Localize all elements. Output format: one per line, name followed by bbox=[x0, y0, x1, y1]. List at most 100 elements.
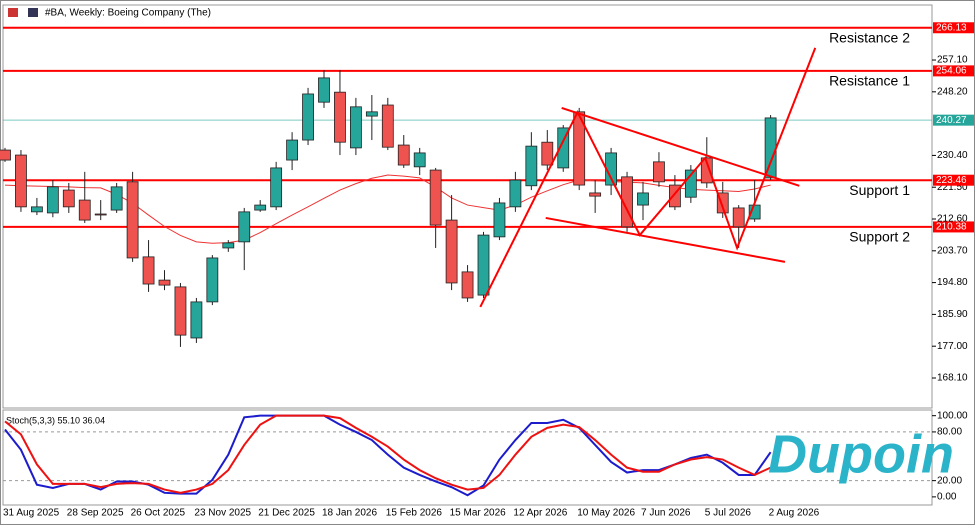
candle-body bbox=[637, 192, 649, 206]
level-value: 266.13 bbox=[936, 22, 967, 33]
candle-body bbox=[525, 145, 538, 187]
candle-body bbox=[509, 179, 522, 208]
candle-body bbox=[653, 161, 665, 183]
candle-body bbox=[78, 199, 91, 221]
level-box bbox=[933, 65, 974, 77]
candle-body bbox=[110, 186, 123, 211]
x-tick-label: 2 Aug 2026 bbox=[769, 508, 820, 519]
candle-body bbox=[158, 279, 171, 286]
x-tick-label: 28 Sep 2025 bbox=[67, 508, 124, 519]
y-tick-label: 194.80 bbox=[937, 277, 968, 288]
x-tick-label: 15 Mar 2026 bbox=[450, 508, 507, 519]
candle-body bbox=[126, 181, 139, 259]
icon bbox=[28, 8, 38, 17]
level-name: Resistance 1 bbox=[829, 73, 910, 89]
candle-body bbox=[716, 192, 729, 214]
candle-body bbox=[349, 106, 362, 149]
candle-body bbox=[541, 141, 554, 166]
candle-body bbox=[286, 139, 299, 161]
candle-body bbox=[557, 127, 570, 169]
candle-body bbox=[700, 157, 713, 184]
y-tick-label: 230.40 bbox=[937, 150, 968, 161]
candle-body bbox=[254, 204, 267, 211]
candle-body bbox=[429, 169, 442, 226]
candle-body bbox=[142, 256, 155, 285]
y-tick-label: 248.20 bbox=[937, 86, 968, 97]
candle-body bbox=[381, 104, 394, 148]
candle-body bbox=[397, 144, 410, 166]
y-tick-label: 221.50 bbox=[937, 182, 968, 193]
candle-body bbox=[365, 111, 378, 117]
candle-body bbox=[413, 152, 426, 168]
toolbar-icons bbox=[8, 8, 38, 17]
y-tick-label: 168.10 bbox=[937, 373, 968, 384]
candle-body bbox=[270, 167, 283, 208]
y-tick-label: 177.00 bbox=[937, 341, 968, 352]
candle-body bbox=[62, 189, 75, 208]
x-tick-label: 31 Aug 2025 bbox=[3, 508, 60, 519]
y-tick-label: 203.70 bbox=[937, 245, 968, 256]
candle-body bbox=[621, 176, 633, 228]
stoch-title: Stoch(5,3,3) 55.10 36.04 bbox=[6, 415, 105, 425]
candle-body bbox=[445, 219, 458, 284]
candle-body bbox=[461, 271, 474, 299]
candle-body bbox=[732, 207, 745, 228]
x-tick-label: 12 Apr 2026 bbox=[513, 508, 567, 519]
level-box bbox=[933, 22, 974, 34]
candle-body bbox=[493, 202, 506, 238]
candle-body bbox=[94, 213, 107, 216]
candle-body bbox=[190, 301, 203, 339]
candle-body bbox=[46, 186, 59, 214]
icon bbox=[8, 8, 18, 17]
level-box bbox=[933, 114, 974, 126]
candle-body bbox=[318, 77, 330, 103]
level-name: Resistance 2 bbox=[829, 29, 910, 45]
candle-body bbox=[238, 211, 251, 243]
candle-body bbox=[302, 93, 314, 141]
trendline bbox=[561, 106, 800, 187]
y-tick-label: 80.00 bbox=[937, 427, 962, 438]
x-tick-label: 7 Jun 2026 bbox=[641, 508, 691, 519]
level-value: 223.46 bbox=[936, 175, 967, 186]
candle-body bbox=[222, 242, 235, 249]
candle-body bbox=[684, 169, 697, 198]
y-tick-label: 100.00 bbox=[937, 410, 968, 421]
candle-body bbox=[0, 149, 11, 161]
trendline bbox=[545, 216, 786, 263]
level-name: Support 1 bbox=[849, 182, 910, 198]
candle-body bbox=[573, 111, 586, 186]
y-tick-label: 20.00 bbox=[937, 475, 962, 486]
y-tick-label: 185.90 bbox=[937, 309, 968, 320]
level-value: 240.27 bbox=[936, 115, 967, 126]
level-box bbox=[933, 221, 974, 233]
candle-body bbox=[589, 192, 602, 197]
candle-body bbox=[669, 184, 681, 208]
x-tick-label: 26 Oct 2025 bbox=[131, 508, 186, 519]
x-tick-label: 10 May 2026 bbox=[577, 508, 635, 519]
candle-body bbox=[334, 91, 346, 143]
x-tick-label: 23 Nov 2025 bbox=[194, 508, 251, 519]
y-tick-label: 0.00 bbox=[937, 492, 957, 503]
stoch-line bbox=[4, 414, 772, 497]
candle-body bbox=[15, 154, 27, 208]
price-panel bbox=[2, 4, 933, 409]
stoch-line bbox=[4, 414, 772, 494]
level-box bbox=[933, 174, 974, 186]
y-tick-label: 212.60 bbox=[937, 214, 968, 225]
x-tick-label: 15 Feb 2026 bbox=[386, 508, 443, 519]
x-tick-label: 5 Jul 2026 bbox=[705, 508, 752, 519]
y-tick-label: 257.10 bbox=[937, 55, 968, 66]
stoch-panel bbox=[2, 409, 933, 506]
trendline bbox=[479, 47, 817, 308]
level-value: 254.06 bbox=[936, 66, 967, 77]
chart-title: #BA, Weekly: Boeing Company (The) bbox=[45, 8, 211, 19]
x-tick-label: 21 Dec 2025 bbox=[258, 508, 315, 519]
candle-body bbox=[477, 234, 490, 296]
candle-body bbox=[764, 117, 777, 179]
candle-body bbox=[174, 286, 187, 336]
candle-body bbox=[30, 206, 43, 213]
x-tick-label: 18 Jan 2026 bbox=[322, 508, 377, 519]
candle-body bbox=[206, 257, 219, 303]
level-value: 210.38 bbox=[936, 222, 967, 233]
